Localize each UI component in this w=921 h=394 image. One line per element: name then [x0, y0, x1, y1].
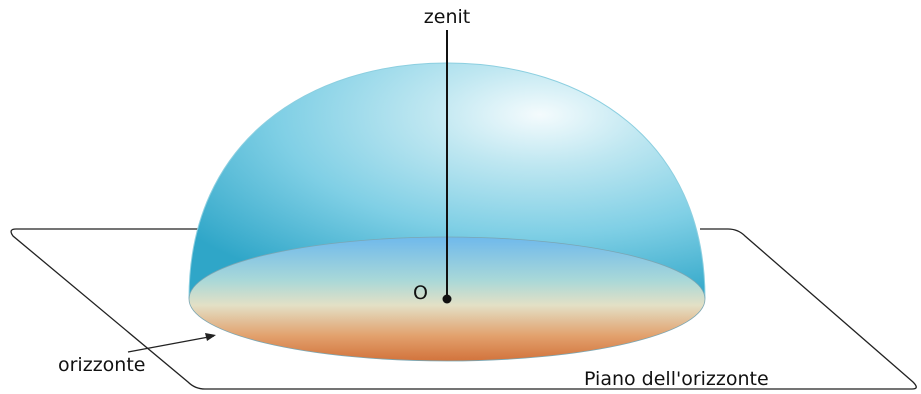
horizon-pointer-line [127, 335, 215, 353]
horizon-label: orizzonte [58, 354, 145, 376]
horizon-plane-label: Piano dell'orizzonte [584, 368, 769, 390]
zenith-label: zenit [424, 6, 470, 28]
horizon-pointer-arrowhead [205, 333, 216, 341]
horizon-plane [10, 228, 917, 390]
observer-label: O [413, 282, 428, 304]
center-point [442, 294, 452, 304]
